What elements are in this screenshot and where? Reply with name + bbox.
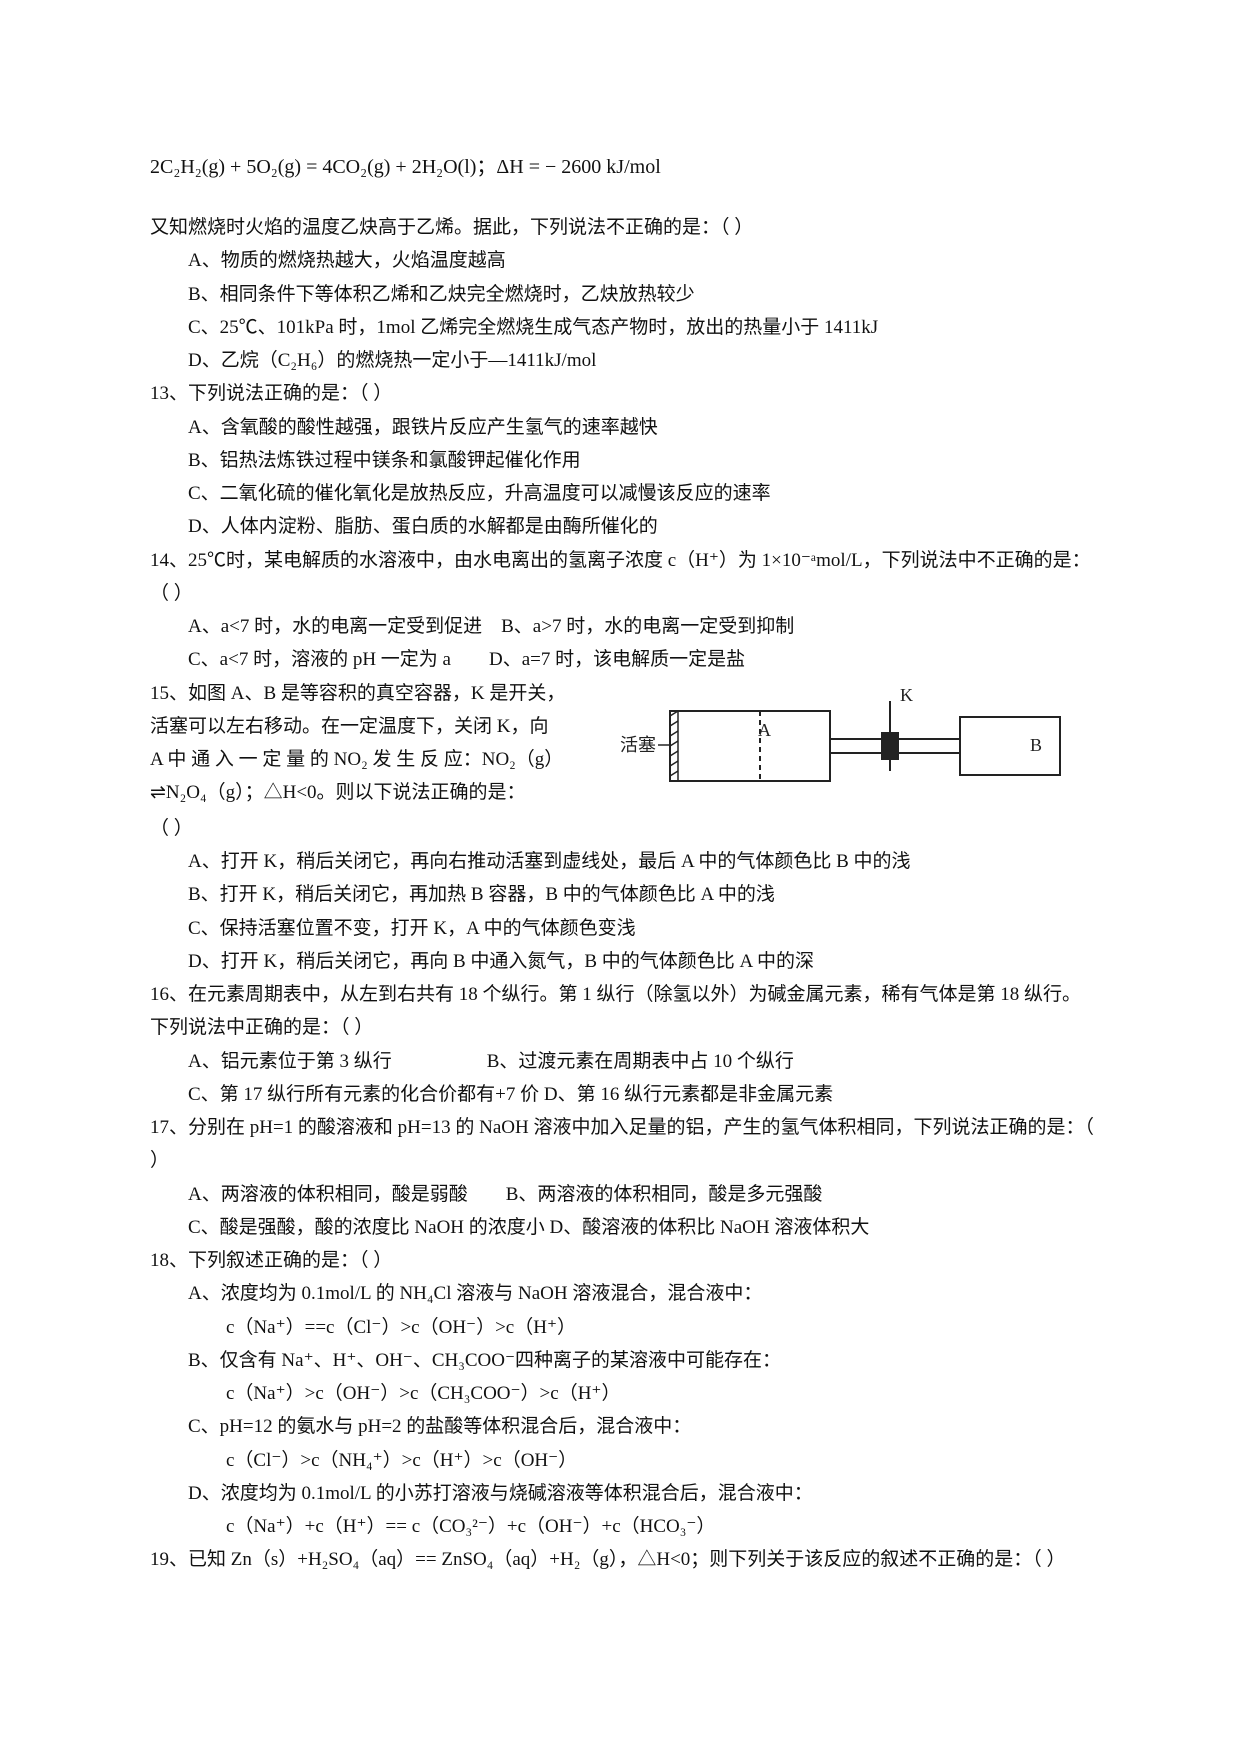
q15-row: 15、如图 A、B 是等容积的真空容器，K 是开关， 活塞可以左右移动。在一定温… bbox=[150, 677, 1095, 812]
q12-intro: 又知燃烧时火焰的温度乙炔高于乙烯。据此，下列说法不正确的是：（ ） bbox=[150, 211, 1095, 244]
q12-opt-c: C、25℃、101kPa 时，1mol 乙烯完全燃烧生成气态产物时，放出的热量小… bbox=[150, 311, 1095, 344]
label-a: A bbox=[758, 720, 771, 740]
apparatus-svg: 活塞 A K B bbox=[610, 681, 1070, 801]
q18-c-eq: c（Cl⁻）>c（NH₄⁺）>c（H⁺）>c（OH⁻） bbox=[150, 1444, 1095, 1477]
q14-opt-ab: A、a<7 时，水的电离一定受到促进 B、a>7 时，水的电离一定受到抑制 bbox=[150, 610, 1095, 643]
q15-l1: 15、如图 A、B 是等容积的真空容器，K 是开关， bbox=[150, 677, 610, 710]
label-k: K bbox=[900, 685, 913, 705]
q16-opt-ab: A、铝元素位于第 3 纵行 B、过渡元素在周期表中占 10 个纵行 bbox=[150, 1045, 1095, 1078]
q18-opt-c: C、pH=12 的氨水与 pH=2 的盐酸等体积混合后，混合液中： bbox=[150, 1410, 1095, 1443]
q15-l2: 活塞可以左右移动。在一定温度下，关闭 K，向 bbox=[150, 710, 610, 743]
q18-d-eq: c（Na⁺）+c（H⁺）== c（CO₃²⁻）+c（OH⁻）+c（HCO₃⁻） bbox=[150, 1510, 1095, 1543]
q15-opt-c: C、保持活塞位置不变，打开 K，A 中的气体颜色变浅 bbox=[150, 912, 1095, 945]
q15-opt-d: D、打开 K，稍后关闭它，再向 B 中通入氮气，B 中的气体颜色比 A 中的深 bbox=[150, 945, 1095, 978]
q12-opt-a: A、物质的燃烧热越大，火焰温度越高 bbox=[150, 244, 1095, 277]
q18-b-eq: c（Na⁺）>c（OH⁻）>c（CH₃COO⁻）>c（H⁺） bbox=[150, 1377, 1095, 1410]
equation-12: 2C₂H₂(g) + 5O₂(g) = 4CO₂(g) + 2H₂O(l)；ΔH… bbox=[150, 150, 1095, 185]
q15-l5: （ ） bbox=[150, 812, 1095, 845]
q16-stem: 16、在元素周期表中，从左到右共有 18 个纵行。第 1 纵行（除氢以外）为碱金… bbox=[150, 978, 1095, 1045]
q15-diagram: 活塞 A K B bbox=[610, 677, 1095, 812]
q15-text: 15、如图 A、B 是等容积的真空容器，K 是开关， 活塞可以左右移动。在一定温… bbox=[150, 677, 610, 810]
q17-stem: 17、分别在 pH=1 的酸溶液和 pH=13 的 NaOH 溶液中加入足量的铝… bbox=[150, 1111, 1095, 1178]
q18-stem: 18、下列叙述正确的是：（ ） bbox=[150, 1244, 1095, 1277]
q12-opt-d: D、乙烷（C₂H₆）的燃烧热一定小于—1411kJ/mol bbox=[150, 344, 1095, 377]
q15-opt-b: B、打开 K，稍后关闭它，再加热 B 容器，B 中的气体颜色比 A 中的浅 bbox=[150, 878, 1095, 911]
q13-opt-a: A、含氧酸的酸性越强，跟铁片反应产生氢气的速率越快 bbox=[150, 411, 1095, 444]
q17-opt-cd: C、酸是强酸，酸的浓度比 NaOH 的浓度小 D、酸溶液的体积比 NaOH 溶液… bbox=[150, 1211, 1095, 1244]
q12-opt-b: B、相同条件下等体积乙烯和乙炔完全燃烧时，乙炔放热较少 bbox=[150, 278, 1095, 311]
q18-opt-a: A、浓度均为 0.1mol/L 的 NH₄Cl 溶液与 NaOH 溶液混合，混合… bbox=[150, 1277, 1095, 1310]
q14-stem: 14、25℃时，某电解质的水溶液中，由水电离出的氢离子浓度 c（H⁺）为 1×1… bbox=[150, 544, 1095, 611]
label-b: B bbox=[1030, 735, 1042, 755]
q15-l3: A 中 通 入 一 定 量 的 NO₂ 发 生 反 应：NO₂（g） bbox=[150, 743, 610, 776]
q14-opt-cd: C、a<7 时，溶液的 pH 一定为 a D、a=7 时，该电解质一定是盐 bbox=[150, 643, 1095, 676]
q19-stem: 19、已知 Zn（s）+H₂SO₄（aq）== ZnSO₄（aq）+H₂（g），… bbox=[150, 1543, 1095, 1576]
q18-opt-b: B、仅含有 Na⁺、H⁺、OH⁻、CH₃COO⁻四种离子的某溶液中可能存在： bbox=[150, 1344, 1095, 1377]
q13-opt-c: C、二氧化硫的催化氧化是放热反应，升高温度可以减慢该反应的速率 bbox=[150, 477, 1095, 510]
q18-a-eq: c（Na⁺）==c（Cl⁻）>c（OH⁻）>c（H⁺） bbox=[150, 1311, 1095, 1344]
q15-opt-a: A、打开 K，稍后关闭它，再向右推动活塞到虚线处，最后 A 中的气体颜色比 B … bbox=[150, 845, 1095, 878]
q16-opt-cd: C、第 17 纵行所有元素的化合价都有+7 价 D、第 16 纵行元素都是非金属… bbox=[150, 1078, 1095, 1111]
q17-opt-ab: A、两溶液的体积相同，酸是弱酸 B、两溶液的体积相同，酸是多元强酸 bbox=[150, 1178, 1095, 1211]
q15-l4: ⇌N₂O₄（g）；△H<0。则以下说法正确的是： bbox=[150, 776, 610, 809]
q13-opt-b: B、铝热法炼铁过程中镁条和氯酸钾起催化作用 bbox=[150, 444, 1095, 477]
q13-opt-d: D、人体内淀粉、脂肪、蛋白质的水解都是由酶所催化的 bbox=[150, 510, 1095, 543]
q13-stem: 13、下列说法正确的是：（ ） bbox=[150, 377, 1095, 410]
q18-opt-d: D、浓度均为 0.1mol/L 的小苏打溶液与烧碱溶液等体积混合后，混合液中： bbox=[150, 1477, 1095, 1510]
exam-page: 2C₂H₂(g) + 5O₂(g) = 4CO₂(g) + 2H₂O(l)；ΔH… bbox=[0, 0, 1240, 1637]
label-piston: 活塞 bbox=[620, 735, 656, 755]
